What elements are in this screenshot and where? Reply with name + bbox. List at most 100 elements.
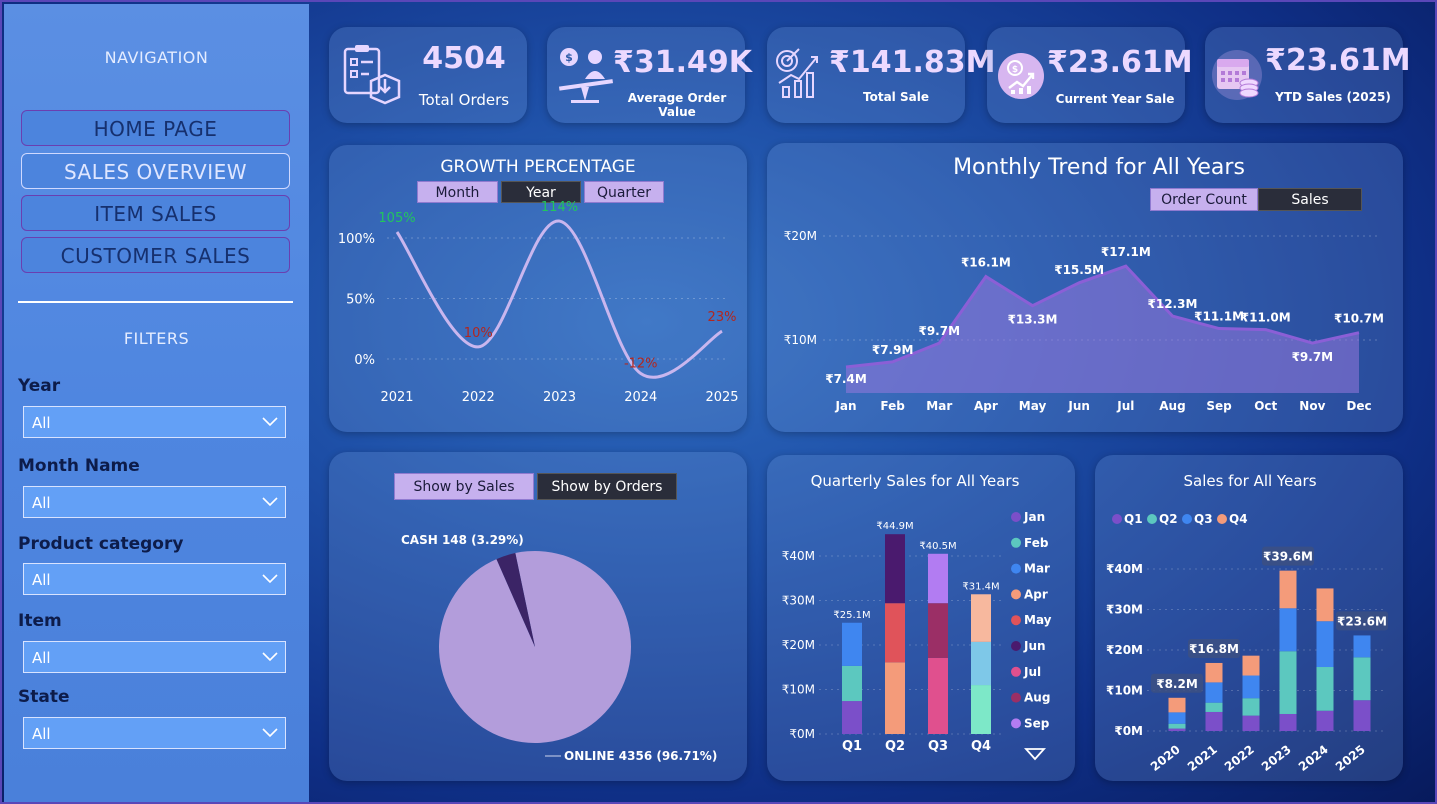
- quarterly-bar-jan: [842, 701, 862, 734]
- yearly-bar-q1: [1279, 713, 1297, 731]
- yearly-y-tick-label: ₹40M: [1106, 562, 1143, 576]
- yearly-bar-q2: [1316, 667, 1334, 711]
- quarterly-legend-marker: [1011, 666, 1021, 677]
- yearly-bar-q1: [1353, 700, 1371, 731]
- nav-home-page-button[interactable]: HOME PAGE: [21, 110, 290, 146]
- category-filter-select[interactable]: All: [23, 563, 286, 595]
- item-filter-select[interactable]: All: [23, 641, 286, 673]
- growth-toggle-month[interactable]: Month: [417, 181, 498, 203]
- kpi-total-orders-value: 4504: [422, 41, 506, 76]
- year-filter-label: Year: [18, 376, 61, 396]
- monthly-data-label: ₹7.9M: [872, 343, 914, 357]
- navigation-title: NAVIGATION: [104, 48, 209, 67]
- quarterly-total-label: ₹44.9M: [876, 521, 913, 532]
- chevron-down-icon: [262, 417, 278, 427]
- quarterly-y-tick-label: ₹0M: [789, 727, 815, 741]
- quarterly-stacked-bar-chart: ₹0M ₹10M ₹20M ₹30M ₹40M ₹25.1M Q1 ₹44.9M Q2 ₹40.5…: [782, 510, 1052, 754]
- monthly-series-line: [845, 264, 1360, 369]
- yearly-legend-marker: [1182, 514, 1192, 524]
- monthly-data-label: ₹12.3M: [1148, 297, 1198, 311]
- quarterly-legend-label: Apr: [1024, 587, 1048, 601]
- pie-label-cash: CASH 148 (3.29%): [401, 533, 524, 547]
- monthly-area-chart: ₹10M ₹20M Jan Feb Mar Apr May Jun Jul Aug Sep Oct No…: [784, 229, 1384, 413]
- monthly-toggle-order-count[interactable]: Order Count: [1150, 188, 1258, 211]
- monthly-data-label: ₹17.1M: [1101, 245, 1151, 259]
- category-filter-label: Product category: [18, 534, 184, 554]
- quarterly-bar-feb: [842, 665, 862, 702]
- growth-data-label: 23%: [708, 310, 737, 325]
- growth-toggle-year[interactable]: Year: [501, 181, 581, 203]
- yearly-bar-q1: [1316, 710, 1334, 731]
- calendar-coins-icon: [1212, 50, 1262, 100]
- nav-sales-overview-button[interactable]: SALES OVERVIEW: [21, 153, 290, 189]
- quarterly-x-tick-label: Q2: [885, 739, 905, 754]
- quarterly-bar-sep: [928, 553, 948, 604]
- growth-data-label: 114%: [541, 200, 578, 215]
- quarterly-legend-label: Jun: [1023, 639, 1046, 653]
- quarterly-legend-marker: [1011, 692, 1021, 703]
- month-filter-select[interactable]: All: [23, 486, 286, 518]
- year-filter-value: All: [32, 414, 51, 432]
- kpi-card-ytd-sales: ₹23.61M YTD Sales (2025): [1205, 27, 1411, 123]
- quarterly-legend-marker: [1011, 512, 1021, 522]
- kpi-ytd-value: ₹23.61M: [1265, 43, 1411, 78]
- monthly-y-tick-label: ₹10M: [784, 333, 817, 347]
- yearly-total-label: ₹23.6M: [1337, 614, 1387, 628]
- yearly-total-label-box: [1262, 546, 1314, 566]
- growth-y-tick-label: 100%: [338, 232, 375, 247]
- kpi-ytd-label: YTD Sales (2025): [1275, 90, 1391, 104]
- state-filter-label: State: [18, 687, 70, 707]
- monthly-trend-card: Monthly Trend for All Years Order Count …: [767, 143, 1403, 432]
- filters-title: FILTERS: [123, 329, 190, 348]
- state-filter-select[interactable]: All: [23, 717, 286, 749]
- pie-slice-cash: [496, 553, 535, 647]
- yearly-bar-q4: [1168, 697, 1186, 713]
- month-filter-value: All: [32, 494, 51, 512]
- monthly-x-tick-label: Dec: [1346, 399, 1371, 413]
- yearly-y-tick-label: ₹10M: [1106, 684, 1143, 698]
- chevron-down-icon: [262, 652, 278, 662]
- yearly-x-tick-label: 2022: [1222, 742, 1257, 774]
- legend-scroll-down-icon[interactable]: [1024, 747, 1046, 761]
- monthly-area-fill: [846, 266, 1359, 393]
- pie-toggle-show-by-orders[interactable]: Show by Orders: [537, 473, 677, 500]
- monthly-x-tick-label: Nov: [1299, 399, 1325, 413]
- quarterly-legend-label: Sep: [1024, 716, 1050, 730]
- nav-customer-sales-button[interactable]: CUSTOMER SALES: [21, 237, 290, 273]
- order-checklist-icon: [343, 45, 401, 105]
- year-filter-select[interactable]: All: [23, 406, 286, 438]
- yearly-chart-title: Sales for All Years: [1183, 472, 1317, 490]
- yearly-y-tick-label: ₹30M: [1106, 603, 1143, 617]
- yearly-bar-q3: [1353, 635, 1371, 658]
- growth-data-label: 10%: [464, 326, 493, 341]
- yearly-bar-q1: [1242, 715, 1260, 731]
- item-filter-value: All: [32, 649, 51, 667]
- quarterly-legend-marker: [1011, 563, 1021, 574]
- quarterly-legend-marker: [1011, 589, 1021, 600]
- growth-toggle-quarter[interactable]: Quarter: [584, 181, 664, 203]
- monthly-toggle-sales[interactable]: Sales: [1258, 188, 1362, 211]
- yearly-bar-q2: [1242, 698, 1260, 716]
- yearly-y-tick-label: ₹0M: [1114, 724, 1143, 738]
- monthly-x-tick-label: Feb: [880, 399, 905, 413]
- yearly-bar-q3: [1205, 682, 1223, 703]
- nav-item-sales-button[interactable]: ITEM SALES: [21, 195, 290, 231]
- quarterly-bar-aug: [928, 603, 948, 658]
- pie-toggle-show-by-sales[interactable]: Show by Sales: [394, 473, 534, 500]
- growth-x-tick-label: 2021: [380, 390, 413, 405]
- monthly-x-tick-label: Jun: [1067, 399, 1090, 413]
- growth-data-label: 105%: [378, 211, 415, 226]
- quarterly-y-tick-label: ₹10M: [782, 683, 815, 697]
- yearly-bar-q3: [1168, 712, 1186, 724]
- monthly-data-label: ₹9.7M: [1292, 350, 1334, 364]
- pie-label-online: ONLINE 4356 (96.71%): [564, 749, 717, 763]
- kpi-card-average-order-value: $ ₹31.49K Average Order Value: [547, 27, 752, 123]
- quarterly-legend-marker: [1011, 641, 1021, 651]
- quarterly-bar-oct: [971, 685, 991, 734]
- yearly-x-tick-label: 2025: [1333, 742, 1368, 774]
- sidebar: NAVIGATION HOME PAGE SALES OVERVIEW ITEM…: [4, 4, 309, 802]
- growth-x-tick-label: 2022: [462, 390, 495, 405]
- yearly-x-tick-label: 2020: [1148, 742, 1183, 774]
- growth-chart-title: GROWTH PERCENTAGE: [440, 157, 636, 177]
- quarterly-bar-may: [885, 603, 905, 663]
